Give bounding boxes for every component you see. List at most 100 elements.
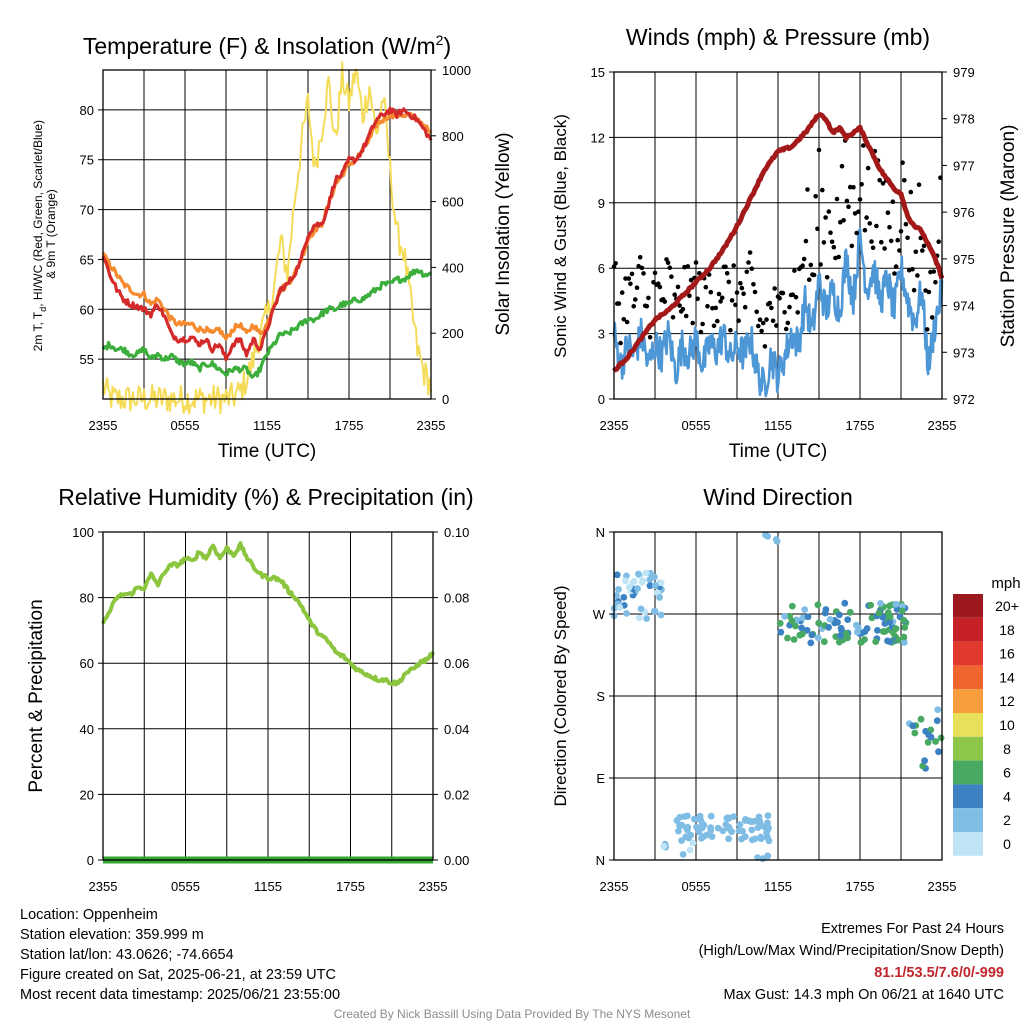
x-tick-label: 0555: [171, 418, 200, 433]
gust-point: [785, 320, 791, 326]
x-tick-label: 2355: [419, 879, 448, 894]
y-tick-label: E: [596, 771, 605, 786]
x-tick-label: 2355: [89, 418, 118, 433]
gust-point: [926, 289, 932, 295]
x-tick-label: 1155: [764, 879, 792, 894]
gust-point: [698, 329, 704, 335]
gust-point: [885, 210, 891, 215]
y-tick-label: 40: [80, 722, 94, 737]
direction-point: [834, 619, 841, 626]
gust-point: [864, 215, 869, 220]
colorbar-swatch: [953, 832, 983, 856]
gust-point: [867, 221, 873, 226]
direction-point: [898, 607, 906, 615]
gust-point: [624, 319, 630, 325]
direction-point: [875, 609, 883, 617]
direction-point: [892, 600, 900, 608]
gust-point: [680, 306, 686, 312]
direction-point: [613, 571, 621, 579]
gust-point: [754, 309, 759, 315]
gust-point: [693, 260, 699, 265]
direction-point: [893, 606, 901, 613]
direction-point: [651, 582, 659, 589]
direction-point: [781, 612, 789, 620]
gust-point: [859, 182, 864, 187]
gust-point: [616, 301, 622, 306]
direction-point: [689, 839, 697, 847]
colorbar-label: 16: [999, 646, 1015, 662]
gust-point: [741, 291, 746, 297]
direction-point: [803, 626, 811, 634]
colorbar-swatch: [953, 760, 983, 785]
gust-point: [739, 285, 745, 291]
humidity-title: Relative Humidity (%) & Precipitation (i…: [58, 484, 473, 510]
extremes-subtitle: (High/Low/Max Wind/Precipitation/Snow De…: [698, 943, 1004, 959]
gust-point: [815, 226, 820, 232]
gust-point: [688, 277, 694, 283]
direction-point: [821, 609, 829, 617]
x-tick-label: 2355: [928, 879, 957, 894]
gust-point: [667, 265, 673, 271]
gust-point: [829, 239, 835, 245]
gust-point: [623, 276, 628, 281]
direction-point: [935, 748, 942, 756]
direction-point: [615, 586, 622, 593]
y-tick-label-right: 972: [953, 392, 975, 407]
direction-point: [900, 616, 907, 624]
colorbar-swatch: [953, 808, 983, 832]
gust-point: [777, 295, 782, 301]
humidity-panel: Relative Humidity (%) & Precipitation (i…: [26, 484, 474, 894]
gust-point: [744, 269, 750, 275]
gust-point: [621, 317, 627, 322]
gust-point: [700, 321, 705, 327]
direction-point: [764, 812, 772, 819]
colorbar-swatch: [953, 784, 983, 809]
direction-point: [884, 609, 892, 616]
extremes-info: Extremes For Past 24 Hours (High/Low/Max…: [699, 918, 1004, 1006]
direction-point: [861, 628, 869, 635]
y-tick-label-right: 976: [953, 205, 975, 220]
gust-point: [629, 271, 635, 277]
direction-point: [656, 594, 663, 601]
gust-point: [854, 230, 859, 236]
direction-point: [867, 601, 875, 609]
gust-point: [644, 303, 650, 309]
direction-point: [801, 606, 809, 613]
gust-point: [749, 266, 755, 272]
gust-point: [806, 277, 812, 283]
gust-point: [902, 178, 907, 183]
direction-point: [630, 577, 638, 585]
colorbar-swatch: [953, 617, 983, 642]
y-tick-label-right: 600: [442, 195, 464, 210]
speed-colorbar: mph 20+ 18 16 14 12 10 8 6 4 2 0: [953, 575, 1021, 856]
gust-point: [718, 299, 723, 304]
colorbar-swatch: [953, 736, 983, 761]
gust-point: [772, 286, 777, 291]
gust-point: [895, 237, 900, 243]
latlon-text: Station lat/lon: 43.0626; -74.6654: [20, 947, 234, 963]
direction-point: [725, 835, 732, 843]
direction-point: [622, 577, 629, 585]
direction-point: [784, 634, 791, 642]
colorbar-label: 8: [1003, 741, 1011, 757]
gust-point: [675, 284, 681, 290]
direction-point: [657, 611, 665, 619]
gust-point: [808, 262, 814, 268]
direction-point: [919, 762, 927, 770]
direction-point: [814, 634, 822, 642]
gust-point: [844, 198, 850, 204]
gust-point: [929, 315, 935, 320]
gust-point: [670, 315, 676, 320]
extremes-title: Extremes For Past 24 Hours: [821, 921, 1004, 937]
gust-point: [716, 291, 722, 297]
direction-point: [933, 717, 941, 725]
direction-point: [854, 628, 861, 636]
direction-point: [623, 610, 630, 617]
gust-point: [646, 295, 651, 301]
gust-point: [911, 287, 917, 293]
x-tick-label: 1755: [335, 418, 364, 433]
gust-point: [683, 313, 689, 319]
gust-point: [705, 303, 710, 309]
y-tick-label-right: 1000: [442, 63, 471, 78]
colorbar-label: 20+: [995, 598, 1019, 614]
